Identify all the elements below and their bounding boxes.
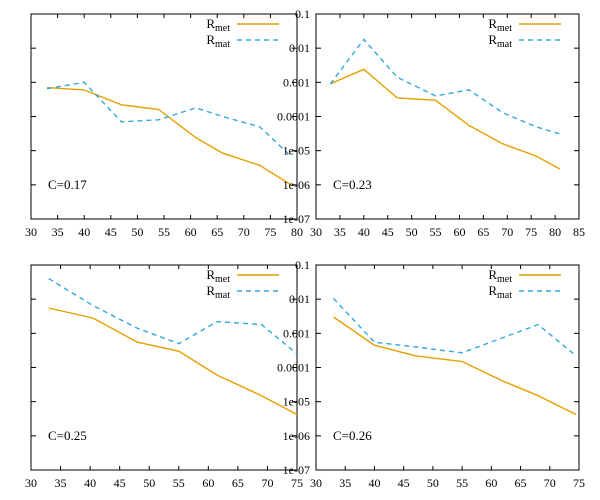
y-tick-label: 1e-05 bbox=[283, 395, 310, 409]
y-tick-label: 0.001 bbox=[283, 326, 310, 340]
annotation-label: C=0.17 bbox=[48, 177, 87, 192]
x-tick-label: 55 bbox=[430, 225, 442, 239]
x-tick-label: 30 bbox=[310, 225, 322, 239]
y-tick-label: 1e-06 bbox=[283, 429, 310, 443]
y-tick-label: 1e-06 bbox=[283, 178, 310, 192]
legend-label: Rmat bbox=[206, 283, 230, 301]
x-tick-label: 50 bbox=[143, 476, 155, 490]
y-tick-label: 0.001 bbox=[283, 75, 310, 89]
legend-label: Rmat bbox=[488, 32, 512, 50]
series-line-r-met bbox=[333, 316, 577, 416]
x-tick-label: 75 bbox=[264, 225, 276, 239]
series-line-r-mat bbox=[329, 38, 561, 135]
x-tick-label: 30 bbox=[25, 476, 37, 490]
y-tick-label: 1e-07 bbox=[283, 212, 310, 226]
x-tick-label: 85 bbox=[573, 225, 585, 239]
x-tick-label: 35 bbox=[55, 476, 67, 490]
y-tick-label: 0.0001 bbox=[277, 361, 310, 375]
x-tick-label: 70 bbox=[501, 225, 513, 239]
series-line-r-met bbox=[330, 68, 561, 170]
x-tick-label: 35 bbox=[334, 225, 346, 239]
chart-panel-2: 30 35 40 45 50 55 60 65 70 75 80 85 0.1 0.01 0.001 0.00… bbox=[277, 7, 585, 239]
x-tick-label: 65 bbox=[477, 225, 489, 239]
x-tick-label: 40 bbox=[368, 476, 380, 490]
annotation-label: C=0.25 bbox=[48, 428, 87, 443]
x-tick-label: 80 bbox=[291, 225, 303, 239]
y-tick-label: 0.01 bbox=[289, 292, 310, 306]
legend-label: Rmat bbox=[488, 283, 512, 301]
x-tick-label: 60 bbox=[453, 225, 465, 239]
annotation-label: C=0.26 bbox=[333, 428, 372, 443]
x-tick-label: 50 bbox=[131, 225, 143, 239]
x-tick-label: 80 bbox=[549, 225, 561, 239]
x-tick-label: 60 bbox=[202, 476, 214, 490]
x-tick-label: 45 bbox=[114, 476, 126, 490]
x-tick-label: 40 bbox=[84, 476, 96, 490]
x-tick-label: 75 bbox=[573, 476, 585, 490]
x-tick-label: 65 bbox=[232, 476, 244, 490]
y-tick-label: 0.1 bbox=[295, 7, 310, 21]
y-tick-label: 1e-07 bbox=[283, 463, 310, 477]
x-tick-label: 35 bbox=[339, 476, 351, 490]
x-tick-label: 75 bbox=[291, 476, 303, 490]
series-line-r-met bbox=[46, 86, 293, 186]
annotation-label: C=0.23 bbox=[333, 177, 372, 192]
x-tick-label: 30 bbox=[310, 476, 322, 490]
x-tick-label: 60 bbox=[485, 476, 497, 490]
x-tick-label: 40 bbox=[358, 225, 370, 239]
x-tick-label: 50 bbox=[406, 225, 418, 239]
series-line-r-mat bbox=[46, 81, 293, 158]
x-tick-label: 50 bbox=[427, 476, 439, 490]
x-tick-label: 40 bbox=[78, 225, 90, 239]
x-tick-label: 45 bbox=[398, 476, 410, 490]
x-tick-label: 75 bbox=[525, 225, 537, 239]
x-tick-label: 55 bbox=[158, 225, 170, 239]
x-tick-label: 55 bbox=[456, 476, 468, 490]
x-tick-label: 35 bbox=[52, 225, 64, 239]
x-tick-label: 70 bbox=[261, 476, 273, 490]
y-tick-label: 0.01 bbox=[289, 41, 310, 55]
series-line-r-mat bbox=[48, 278, 298, 355]
y-tick-label: 0.1 bbox=[295, 258, 310, 272]
series-line-r-met bbox=[48, 307, 298, 416]
x-tick-label: 65 bbox=[211, 225, 223, 239]
y-tick-label: 0.0001 bbox=[277, 110, 310, 124]
y-tick-label: 1e-05 bbox=[283, 144, 310, 158]
x-tick-label: 65 bbox=[515, 476, 527, 490]
x-tick-label: 45 bbox=[105, 225, 117, 239]
x-tick-label: 30 bbox=[25, 225, 37, 239]
x-tick-label: 60 bbox=[185, 225, 197, 239]
chart-panel-4: 30 35 40 45 50 55 60 65 70 75 0.1 0.01 0.001 0.0001 1e… bbox=[277, 258, 585, 490]
x-tick-label: 45 bbox=[382, 225, 394, 239]
x-tick-label: 70 bbox=[238, 225, 250, 239]
series-line-r-mat bbox=[332, 297, 577, 357]
x-tick-label: 70 bbox=[544, 476, 556, 490]
legend-label: Rmat bbox=[206, 32, 230, 50]
x-tick-label: 55 bbox=[173, 476, 185, 490]
